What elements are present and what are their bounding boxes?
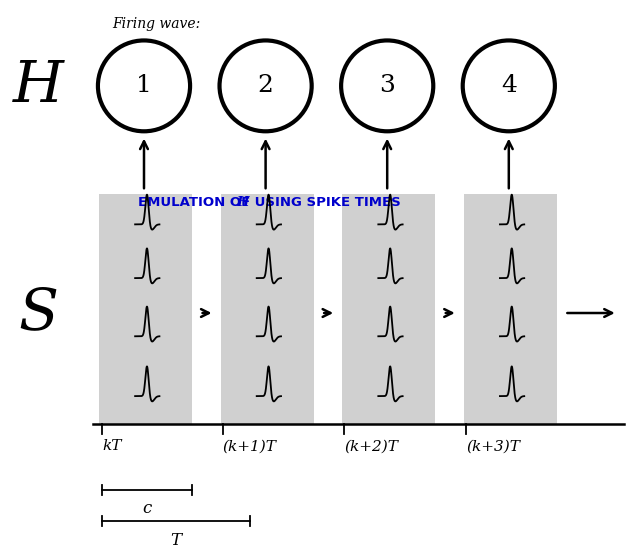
Bar xyxy=(99,194,192,424)
Text: 1: 1 xyxy=(136,74,152,98)
Text: 3: 3 xyxy=(380,74,395,98)
Bar xyxy=(464,194,557,424)
Text: S: S xyxy=(19,285,58,341)
Text: (k+1)T: (k+1)T xyxy=(223,439,276,453)
Text: (k+3)T: (k+3)T xyxy=(466,439,520,453)
Text: kT: kT xyxy=(102,439,122,453)
Text: EMULATION OF: EMULATION OF xyxy=(138,196,255,209)
Text: H: H xyxy=(13,58,64,114)
Text: 2: 2 xyxy=(258,74,273,98)
Text: c: c xyxy=(143,500,152,517)
Text: (k+2)T: (k+2)T xyxy=(344,439,398,453)
Text: 4: 4 xyxy=(501,74,516,98)
Bar xyxy=(221,194,314,424)
Text: H: H xyxy=(237,196,250,209)
Text: T: T xyxy=(170,532,182,548)
Text: Firing wave:: Firing wave: xyxy=(112,17,200,30)
Text: USING SPIKE TIMES: USING SPIKE TIMES xyxy=(250,196,401,209)
Bar xyxy=(342,194,435,424)
